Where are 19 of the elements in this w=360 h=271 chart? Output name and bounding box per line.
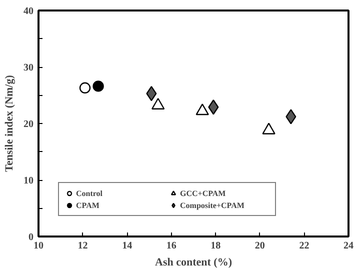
x-tick-label: 10 [34,240,44,252]
x-tick-label: 18 [210,240,221,252]
legend-label: CPAM [76,200,100,210]
x-tick-label: 12 [78,240,88,252]
legend-label: GCC+CPAM [180,188,227,198]
legend-label: Composite+CPAM [180,200,246,210]
y-tick-label: 40 [24,6,34,17]
y-tick-label: 10 [24,176,34,186]
x-tick-label: 24 [344,240,354,252]
y-tick-label: 20 [24,119,34,130]
x-tick-label: 16 [166,240,176,252]
y-tick-label: 30 [24,62,34,74]
x-tick-label: 22 [299,240,310,252]
y-tick-label: 0 [28,232,34,243]
x-axis-title: Ash content (%) [155,256,232,268]
x-tick-label: 20 [254,240,265,252]
legend-label: Control [76,188,104,198]
y-axis-title: Tensile index (Nm/g) [4,74,16,172]
x-tick-label: 14 [122,240,132,252]
